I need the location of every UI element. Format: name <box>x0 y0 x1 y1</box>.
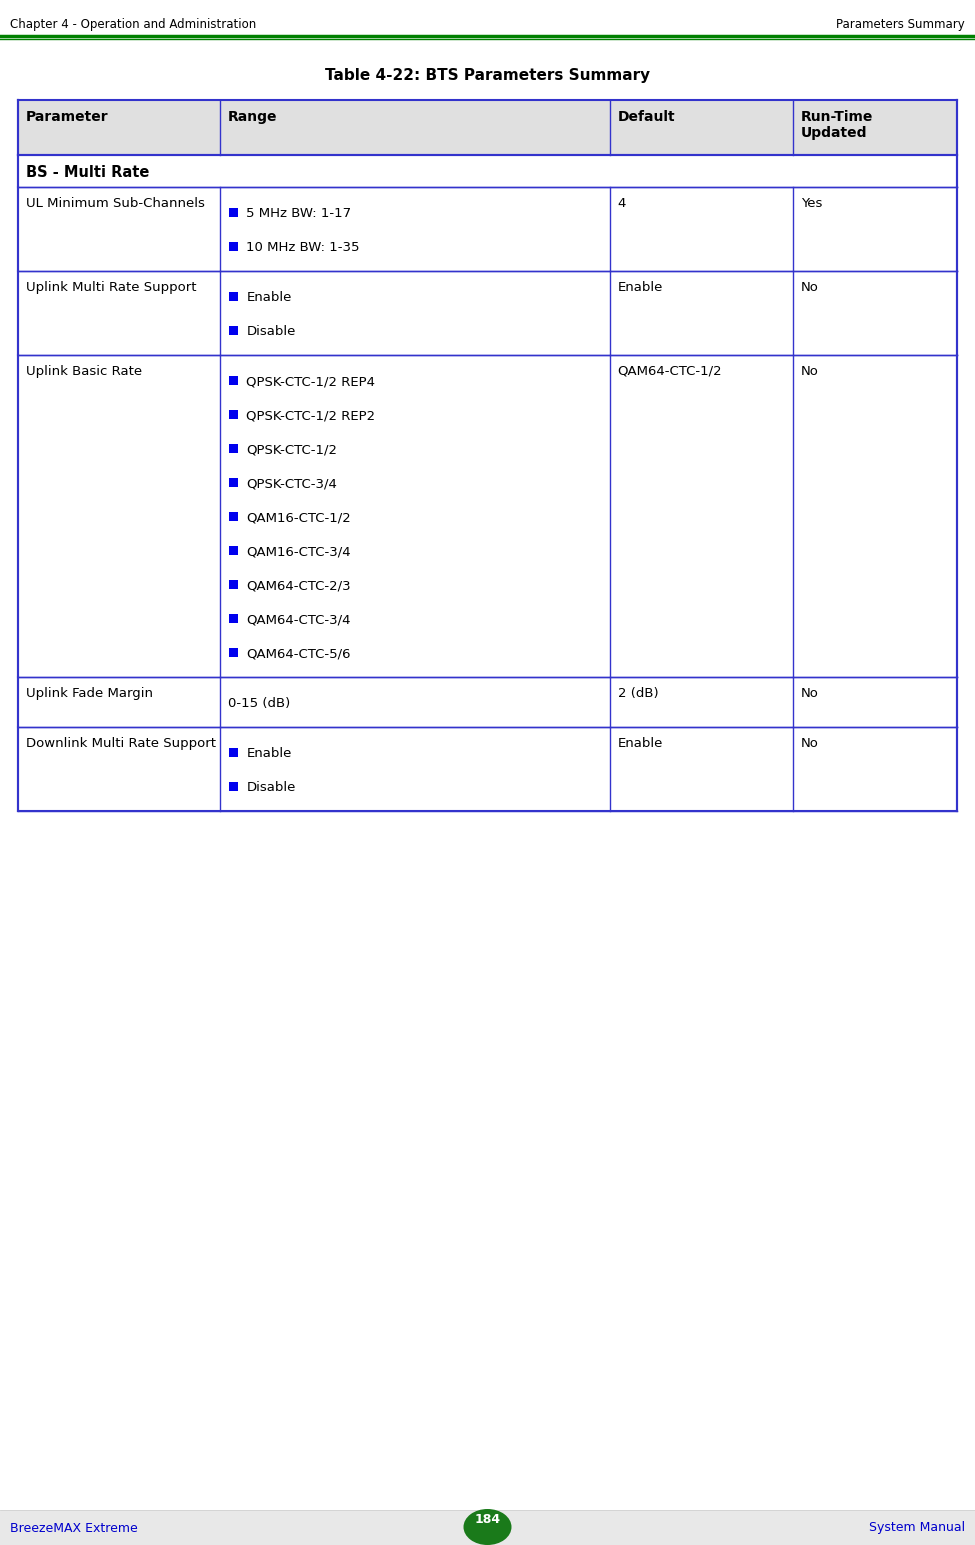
Bar <box>229 326 238 335</box>
Ellipse shape <box>463 1509 512 1545</box>
Text: Disable: Disable <box>247 782 295 794</box>
Bar <box>229 545 238 555</box>
Bar <box>18 270 957 355</box>
Text: Enable: Enable <box>247 748 292 760</box>
Text: Parameter: Parameter <box>26 110 108 124</box>
Bar <box>229 207 238 216</box>
Text: Disable: Disable <box>247 326 295 338</box>
Bar <box>229 613 238 623</box>
Text: Range: Range <box>228 110 277 124</box>
Text: Default: Default <box>617 110 676 124</box>
Bar <box>18 100 957 154</box>
Text: BS - Multi Rate: BS - Multi Rate <box>26 165 149 181</box>
Bar <box>18 677 957 728</box>
Text: QAM64-CTC-3/4: QAM64-CTC-3/4 <box>247 613 351 626</box>
Bar <box>0 1509 975 1545</box>
Text: Uplink Basic Rate: Uplink Basic Rate <box>26 365 142 379</box>
Bar <box>229 511 238 521</box>
Bar <box>229 375 238 385</box>
Text: QAM16-CTC-1/2: QAM16-CTC-1/2 <box>247 511 351 524</box>
Bar <box>18 154 957 187</box>
Text: QPSK-CTC-1/2 REP2: QPSK-CTC-1/2 REP2 <box>247 409 375 422</box>
Text: QAM64-CTC-2/3: QAM64-CTC-2/3 <box>247 579 351 592</box>
Text: 2 (dB): 2 (dB) <box>617 688 658 700</box>
Bar <box>229 477 238 487</box>
Text: Chapter 4 - Operation and Administration: Chapter 4 - Operation and Administration <box>10 19 256 31</box>
Text: No: No <box>800 688 819 700</box>
Text: No: No <box>800 281 819 294</box>
Text: Yes: Yes <box>800 198 822 210</box>
Text: QAM64-CTC-1/2: QAM64-CTC-1/2 <box>617 365 722 379</box>
Text: No: No <box>800 737 819 749</box>
Text: Table 4-22: BTS Parameters Summary: Table 4-22: BTS Parameters Summary <box>325 68 650 83</box>
Bar <box>229 443 238 453</box>
Bar <box>229 409 238 419</box>
Text: Parameters Summary: Parameters Summary <box>837 19 965 31</box>
Bar <box>229 748 238 757</box>
Text: Downlink Multi Rate Support: Downlink Multi Rate Support <box>26 737 216 749</box>
Text: QPSK-CTC-1/2: QPSK-CTC-1/2 <box>247 443 337 456</box>
Bar <box>229 782 238 791</box>
Text: QPSK-CTC-3/4: QPSK-CTC-3/4 <box>247 477 337 490</box>
Text: Run-Time
Updated: Run-Time Updated <box>800 110 873 141</box>
Bar <box>18 355 957 677</box>
Text: 0-15 (dB): 0-15 (dB) <box>228 697 291 711</box>
Text: 5 MHz BW: 1-17: 5 MHz BW: 1-17 <box>247 207 352 221</box>
Text: QAM64-CTC-5/6: QAM64-CTC-5/6 <box>247 647 351 660</box>
Text: Enable: Enable <box>617 281 663 294</box>
Text: No: No <box>800 365 819 379</box>
Bar <box>229 647 238 657</box>
Text: BreezeMAX Extreme: BreezeMAX Extreme <box>10 1522 137 1534</box>
Text: QAM16-CTC-3/4: QAM16-CTC-3/4 <box>247 545 351 558</box>
Bar <box>229 292 238 300</box>
Bar <box>18 728 957 811</box>
Text: Uplink Fade Margin: Uplink Fade Margin <box>26 688 153 700</box>
Bar <box>229 241 238 250</box>
Text: 4: 4 <box>617 198 626 210</box>
Bar <box>18 187 957 270</box>
Text: Enable: Enable <box>617 737 663 749</box>
Text: Uplink Multi Rate Support: Uplink Multi Rate Support <box>26 281 197 294</box>
Text: QPSK-CTC-1/2 REP4: QPSK-CTC-1/2 REP4 <box>247 375 375 388</box>
Text: Enable: Enable <box>247 292 292 304</box>
Text: 10 MHz BW: 1-35: 10 MHz BW: 1-35 <box>247 241 360 255</box>
Text: 184: 184 <box>475 1513 500 1526</box>
Bar <box>229 579 238 589</box>
Text: UL Minimum Sub-Channels: UL Minimum Sub-Channels <box>26 198 205 210</box>
Text: System Manual: System Manual <box>869 1522 965 1534</box>
